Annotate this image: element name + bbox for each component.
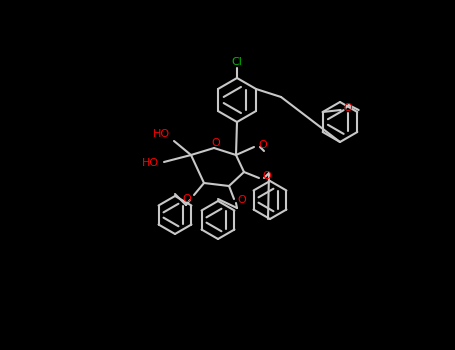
Text: O: O: [237, 195, 246, 205]
Text: Cl: Cl: [232, 57, 243, 67]
Text: O: O: [262, 171, 271, 181]
Text: HO: HO: [142, 158, 159, 168]
Text: O: O: [212, 138, 220, 148]
Text: HO: HO: [153, 129, 170, 139]
Text: O: O: [344, 103, 353, 113]
Text: O: O: [182, 194, 191, 204]
Text: O: O: [258, 140, 267, 150]
